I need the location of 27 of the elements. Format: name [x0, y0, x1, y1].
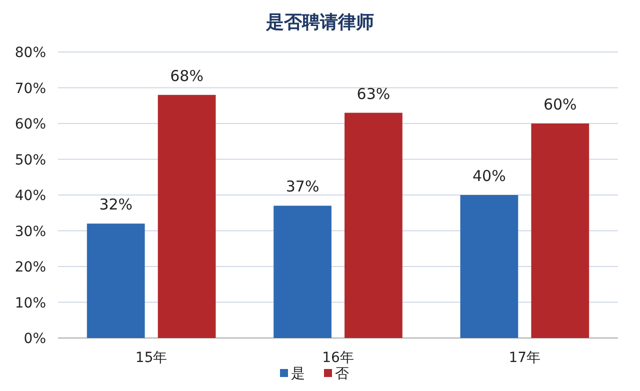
legend-label: 否: [335, 366, 349, 382]
y-tick-label: 80%: [14, 45, 46, 61]
data-label: 63%: [356, 84, 390, 103]
y-tick-label: 70%: [14, 80, 46, 97]
data-label: 40%: [472, 167, 506, 185]
bar: [460, 195, 518, 338]
bar: [158, 94, 216, 338]
data-label: 60%: [543, 96, 577, 114]
x-tick-label: 17年: [508, 350, 541, 366]
y-tick-label: 30%: [14, 224, 46, 240]
y-tick-label: 20%: [14, 260, 46, 276]
data-label: 37%: [286, 178, 320, 196]
legend-label: 是: [291, 366, 305, 382]
data-label: 68%: [170, 66, 204, 85]
x-tick-label: 15年: [135, 350, 168, 366]
y-tick-label: 50%: [14, 152, 46, 168]
y-tick-label: 40%: [14, 188, 46, 204]
bar: [344, 112, 402, 338]
bar: [274, 206, 332, 338]
bar: [531, 124, 590, 338]
y-tick-label: 60%: [14, 116, 46, 132]
data-label: 32%: [99, 196, 133, 214]
x-tick-label: 16年: [322, 350, 354, 366]
bar: [86, 224, 145, 338]
y-tick-label: 10%: [14, 295, 46, 312]
chart-title: 是否聘请律师: [265, 12, 374, 33]
y-tick-label: 0%: [24, 331, 46, 347]
